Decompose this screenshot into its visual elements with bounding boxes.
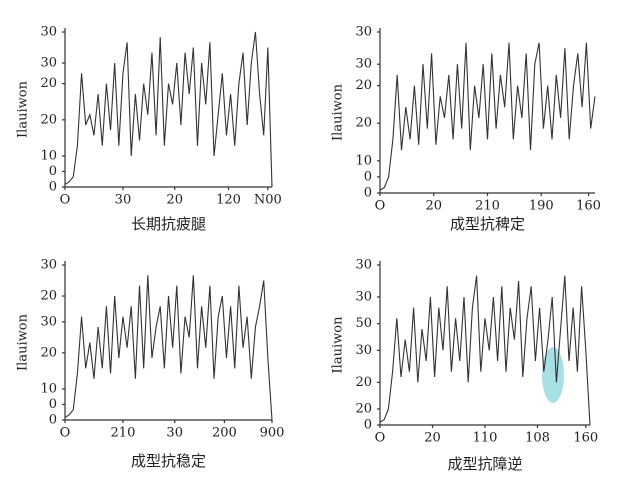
y-tick-label: 0 — [49, 180, 57, 195]
y-axis-label: Ilauiwon — [16, 80, 31, 138]
x-tick-label: 30 — [115, 193, 132, 208]
y-tick-label: 20 — [355, 116, 372, 131]
y-tick-label: 30 — [355, 258, 372, 273]
y-tick-label: 20 — [40, 345, 57, 360]
y-tick-label: 30 — [40, 56, 57, 71]
y-tick-label: 30 — [355, 57, 372, 72]
y-tick-label: 0 — [364, 418, 372, 433]
y-tick-label: 50 — [355, 316, 372, 331]
x-tick-label: 160 — [573, 431, 598, 446]
x-tick-label: N00 — [254, 193, 282, 208]
y-tick-label: 30 — [40, 258, 57, 273]
x-tick-label: 190 — [529, 199, 554, 214]
x-tick-label: O — [375, 431, 386, 446]
x-tick-label: 210 — [111, 426, 136, 441]
y-tick-label: 0 — [364, 186, 372, 201]
data-line — [64, 275, 273, 421]
y-tick-label: 20 — [355, 375, 372, 390]
data-line — [379, 42, 596, 191]
x-tick-label: O — [60, 426, 71, 441]
y-tick-label: 10 — [40, 149, 57, 164]
x-tick-label: 210 — [475, 199, 500, 214]
y-tick-label: 20 — [40, 112, 57, 127]
y-tick-label: 0 — [49, 413, 57, 428]
x-tick-label: 20 — [425, 199, 442, 214]
y-axis-label: Ilauiwon — [331, 83, 346, 141]
y-tick-label: 20 — [355, 402, 372, 417]
y-tick-label: 0 — [49, 164, 57, 179]
chart-title: 成型抗障逆 — [447, 455, 522, 473]
x-tick-label: 108 — [525, 431, 550, 446]
y-tick-label: 30 — [40, 314, 57, 329]
y-tick-label: 10 — [40, 382, 57, 397]
x-tick-label: 20 — [166, 193, 183, 208]
x-tick-label: 110 — [473, 431, 498, 446]
chart-title: 成型抗稳定 — [131, 452, 206, 470]
y-tick-label: 20 — [355, 78, 372, 93]
y-axis-label: Ilauiwon — [331, 316, 346, 374]
x-tick-label: 20 — [424, 431, 441, 446]
y-tick-label: 0 — [49, 397, 57, 412]
x-tick-label: O — [60, 193, 71, 208]
y-tick-label: 20 — [40, 289, 57, 304]
y-tick-label: 30 — [355, 290, 372, 305]
y-axis-label: Ilauiwon — [16, 313, 31, 371]
x-tick-label: 900 — [260, 426, 285, 441]
y-tick-label: 0 — [364, 169, 372, 184]
data-line — [64, 31, 273, 188]
x-tick-label: 200 — [212, 426, 237, 441]
y-tick-label: 30 — [355, 343, 372, 358]
x-tick-label: 30 — [166, 426, 183, 441]
y-tick-label: 10 — [355, 153, 372, 168]
x-tick-label: 120 — [216, 193, 241, 208]
data-line — [379, 275, 591, 426]
x-tick-label: O — [375, 199, 386, 214]
y-tick-label: 30 — [40, 25, 57, 40]
chart-title: 长期抗疲腿 — [131, 215, 206, 233]
x-tick-label: 160 — [576, 199, 601, 214]
y-tick-label: 20 — [40, 76, 57, 91]
chart-title: 成型抗稗定 — [450, 215, 525, 233]
highlight-blob — [542, 347, 564, 403]
y-tick-label: 30 — [355, 25, 372, 40]
